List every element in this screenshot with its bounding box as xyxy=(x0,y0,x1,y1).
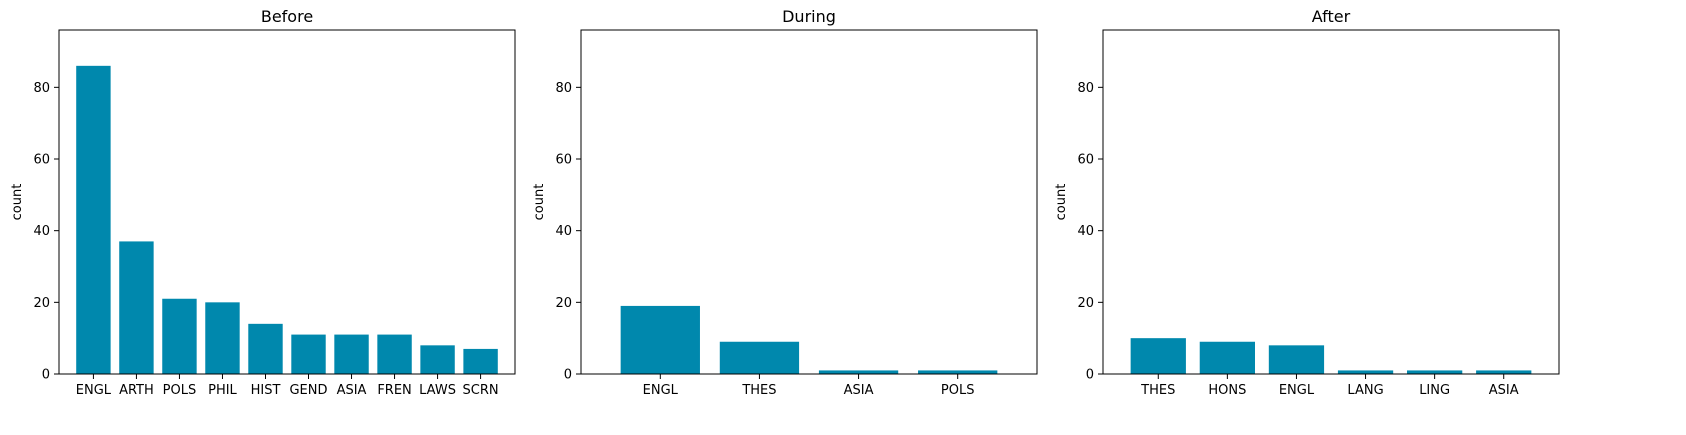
x-tick-label-thes: THES xyxy=(741,383,776,398)
x-tick-label-pols: POLS xyxy=(941,383,975,398)
y-tick-label: 20 xyxy=(33,296,50,311)
x-tick-label-fren: FREN xyxy=(377,383,411,398)
panel-title: During xyxy=(782,7,836,26)
bar-engl xyxy=(620,305,700,374)
y-tick-label: 20 xyxy=(1077,296,1094,311)
panel-before: Before ENGL ARTH POLS PHIL HIST GEND ASIA FREN LA… xyxy=(10,7,516,398)
x-tick-label-hons: HONS xyxy=(1208,383,1246,398)
y-tick-label: 40 xyxy=(33,224,50,239)
bar-hist xyxy=(248,323,283,374)
y-tick-label: 60 xyxy=(555,153,572,168)
x-tick-label-asia: ASIA xyxy=(844,383,874,398)
bar-lang xyxy=(1337,370,1394,374)
y-tick-label: 60 xyxy=(33,153,50,168)
x-tick-label-thes: THES xyxy=(1140,383,1175,398)
x-tick-label-engl: ENGL xyxy=(76,383,112,398)
bar-asia xyxy=(1476,370,1532,374)
y-tick-label: 0 xyxy=(564,368,572,383)
bar-hons xyxy=(1199,341,1255,374)
bar-pols xyxy=(918,370,998,374)
x-tick-label-lang: LANG xyxy=(1347,383,1383,398)
y-tick-label: 80 xyxy=(555,81,572,96)
x-tick-label-laws: LAWS xyxy=(419,383,456,398)
y-axis-label: count xyxy=(1054,184,1069,221)
x-tick-label-asia: ASIA xyxy=(337,383,367,398)
x-tick-label-phil: PHIL xyxy=(208,383,237,398)
panel-during: During ENGL THES ASIA POLS 0 20 40 60 80 count xyxy=(532,7,1038,398)
x-tick-label-gend: GEND xyxy=(289,383,327,398)
y-tick-label: 0 xyxy=(1086,368,1094,383)
panel-title: Before xyxy=(261,7,313,26)
bar-thes xyxy=(1130,338,1186,374)
y-tick-label: 40 xyxy=(1077,224,1094,239)
x-tick-label-scrn: SCRN xyxy=(463,383,499,398)
bar-pols xyxy=(162,298,197,374)
y-axis-label: count xyxy=(532,184,547,221)
bar-engl xyxy=(76,65,111,374)
bar-ling xyxy=(1407,370,1463,374)
bar-engl xyxy=(1268,345,1325,374)
bar-fren xyxy=(377,334,412,374)
x-tick-label-engl: ENGL xyxy=(643,383,679,398)
plot-frame xyxy=(580,29,1038,375)
bar-thes xyxy=(719,341,800,374)
bar-arth xyxy=(119,241,154,374)
x-tick-label-asia: ASIA xyxy=(1489,383,1519,398)
y-tick-label: 60 xyxy=(1077,153,1094,168)
bar-asia xyxy=(818,370,899,374)
x-tick-label-engl: ENGL xyxy=(1279,383,1315,398)
y-tick-label: 20 xyxy=(555,296,572,311)
y-axis-label: count xyxy=(10,184,25,221)
plot-frame xyxy=(1102,29,1560,375)
bar-asia xyxy=(334,334,369,374)
y-tick-label: 0 xyxy=(42,368,50,383)
y-tick-label: 80 xyxy=(33,81,50,96)
bar-gend xyxy=(291,334,326,374)
x-tick-label-arth: ARTH xyxy=(119,383,154,398)
y-tick-label: 40 xyxy=(555,224,572,239)
plot-frame xyxy=(58,29,516,375)
bar-laws xyxy=(420,345,455,374)
x-tick-label-pols: POLS xyxy=(163,383,197,398)
panel-after: After THES HONS ENGL LANG LING ASIA 0 20 40 60 80 co… xyxy=(1054,7,1560,398)
panel-title: After xyxy=(1312,7,1351,26)
bar-phil xyxy=(205,302,240,374)
bar-scrn xyxy=(463,348,498,374)
y-tick-label: 80 xyxy=(1077,81,1094,96)
x-tick-label-ling: LING xyxy=(1419,383,1450,398)
x-tick-label-hist: HIST xyxy=(251,383,281,398)
